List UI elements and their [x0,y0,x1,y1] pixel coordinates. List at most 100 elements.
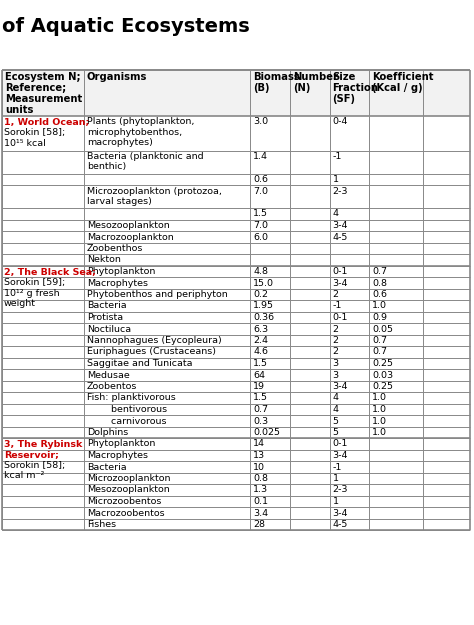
Text: of Aquatic Ecosystems: of Aquatic Ecosystems [2,17,250,36]
Text: Macrozoobentos: Macrozoobentos [87,509,164,518]
Text: 64: 64 [253,371,265,379]
Text: 0.2: 0.2 [253,290,268,299]
Text: 1.0: 1.0 [373,394,387,402]
Text: 4-5: 4-5 [333,520,348,529]
Text: 2: 2 [333,324,338,334]
Text: 4.8: 4.8 [253,267,268,276]
Text: 0.36: 0.36 [253,313,274,322]
Text: Microzooplankton (protozoa,
larval stages): Microzooplankton (protozoa, larval stage… [87,186,222,206]
Text: Phytobenthos and periphyton: Phytobenthos and periphyton [87,290,228,299]
Text: Mesozooplankton: Mesozooplankton [87,486,170,494]
Text: 0.025: 0.025 [253,428,280,437]
Text: 0.8: 0.8 [253,474,268,483]
Text: Euriphagues (Crustaceans): Euriphagues (Crustaceans) [87,348,216,356]
Text: Microzooplankton: Microzooplankton [87,474,170,483]
Text: 4.6: 4.6 [253,348,268,356]
Text: 2: 2 [333,336,338,345]
Text: 0.3: 0.3 [253,416,268,426]
Text: 1.0: 1.0 [373,405,387,414]
Text: 2-3: 2-3 [333,486,348,494]
Text: Size
Fraction
(SF): Size Fraction (SF) [333,71,378,104]
Text: 14: 14 [253,439,265,449]
Text: 0.7: 0.7 [253,405,268,414]
Text: 0.6: 0.6 [373,290,387,299]
Text: Zoobentos: Zoobentos [87,382,137,391]
Text: kcal m⁻²: kcal m⁻² [4,471,45,481]
Text: 0.25: 0.25 [373,382,393,391]
Text: 1.0: 1.0 [373,428,387,437]
Text: bentivorous: bentivorous [87,405,167,414]
Text: 1.0: 1.0 [373,301,387,311]
Text: 1.0: 1.0 [373,416,387,426]
Text: 10¹² g fresh: 10¹² g fresh [4,289,60,298]
Text: Fish: planktivorous: Fish: planktivorous [87,394,176,402]
Text: 1.95: 1.95 [253,301,274,311]
Text: 10: 10 [253,462,265,471]
Text: 3, The Rybinsk: 3, The Rybinsk [4,440,82,449]
Text: 4-5: 4-5 [333,232,348,241]
Text: 3-4: 3-4 [333,221,348,230]
Text: 3-4: 3-4 [333,279,348,288]
Text: Reservoir;: Reservoir; [4,451,59,459]
Text: 0.03: 0.03 [373,371,393,379]
Text: 1: 1 [333,474,338,483]
Text: carnivorous: carnivorous [87,416,166,426]
Text: 2: 2 [333,290,338,299]
Text: 0.7: 0.7 [373,336,387,345]
Text: Plants (phytoplankton,
microphytobenthos,
macrophytes): Plants (phytoplankton, microphytobenthos… [87,118,194,147]
Text: Protista: Protista [87,313,123,322]
Text: 5: 5 [333,428,338,437]
Text: 1.4: 1.4 [253,152,268,161]
Text: -1: -1 [333,152,342,161]
Text: 1.5: 1.5 [253,359,268,368]
Text: 1, World Ocean;: 1, World Ocean; [4,118,89,127]
Text: Microzoobentos: Microzoobentos [87,497,161,506]
Text: Macrozooplankton: Macrozooplankton [87,232,173,241]
Text: Dolphins: Dolphins [87,428,128,437]
Text: Bacteria: Bacteria [87,301,127,311]
Bar [2,266,470,438]
Text: 3: 3 [333,359,339,368]
Text: Mesozooplankton: Mesozooplankton [87,221,170,230]
Text: -1: -1 [333,301,342,311]
Text: Sorokin [58];: Sorokin [58]; [4,129,65,138]
Text: Noctiluca: Noctiluca [87,324,131,334]
Text: 1.5: 1.5 [253,394,268,402]
Text: 0-1: 0-1 [333,439,348,449]
Text: Sorokin [59];: Sorokin [59]; [4,278,65,287]
Text: 1.3: 1.3 [253,486,268,494]
Text: 2-3: 2-3 [333,186,348,196]
Text: 0-1: 0-1 [333,313,348,322]
Text: Organisms: Organisms [87,71,147,81]
Text: 13: 13 [253,451,265,460]
Text: Phytoplankton: Phytoplankton [87,267,155,276]
Text: 28: 28 [253,520,265,529]
Text: Fishes: Fishes [87,520,116,529]
Text: Bacteria: Bacteria [87,462,127,471]
Text: Bacteria (planktonic and
benthic): Bacteria (planktonic and benthic) [87,152,203,171]
Text: Number
(N): Number (N) [293,71,338,92]
Text: 6.3: 6.3 [253,324,268,334]
Text: Nekton: Nekton [87,256,121,264]
Text: Nannophagues (Eycopleura): Nannophagues (Eycopleura) [87,336,222,345]
Bar [2,70,470,116]
Text: 0.9: 0.9 [373,313,387,322]
Text: Ecosystem N;
Reference;
Measurement
units: Ecosystem N; Reference; Measurement unit… [5,71,82,115]
Text: 10¹⁵ kcal: 10¹⁵ kcal [4,139,46,148]
Text: 0.7: 0.7 [373,267,387,276]
Text: 0.6: 0.6 [253,175,268,184]
Text: 3-4: 3-4 [333,382,348,391]
Bar [2,438,470,530]
Text: 3: 3 [333,371,339,379]
Text: 3.4: 3.4 [253,509,268,518]
Text: 3-4: 3-4 [333,451,348,460]
Text: 4: 4 [333,209,338,219]
Text: 0.25: 0.25 [373,359,393,368]
Text: Macrophytes: Macrophytes [87,451,148,460]
Text: 0-4: 0-4 [333,118,348,126]
Text: 0.1: 0.1 [253,497,268,506]
Text: Medusae: Medusae [87,371,130,379]
Text: 1: 1 [333,175,338,184]
Text: 0.8: 0.8 [373,279,387,288]
Text: Koefficient
(Kcal / g): Koefficient (Kcal / g) [373,71,434,92]
